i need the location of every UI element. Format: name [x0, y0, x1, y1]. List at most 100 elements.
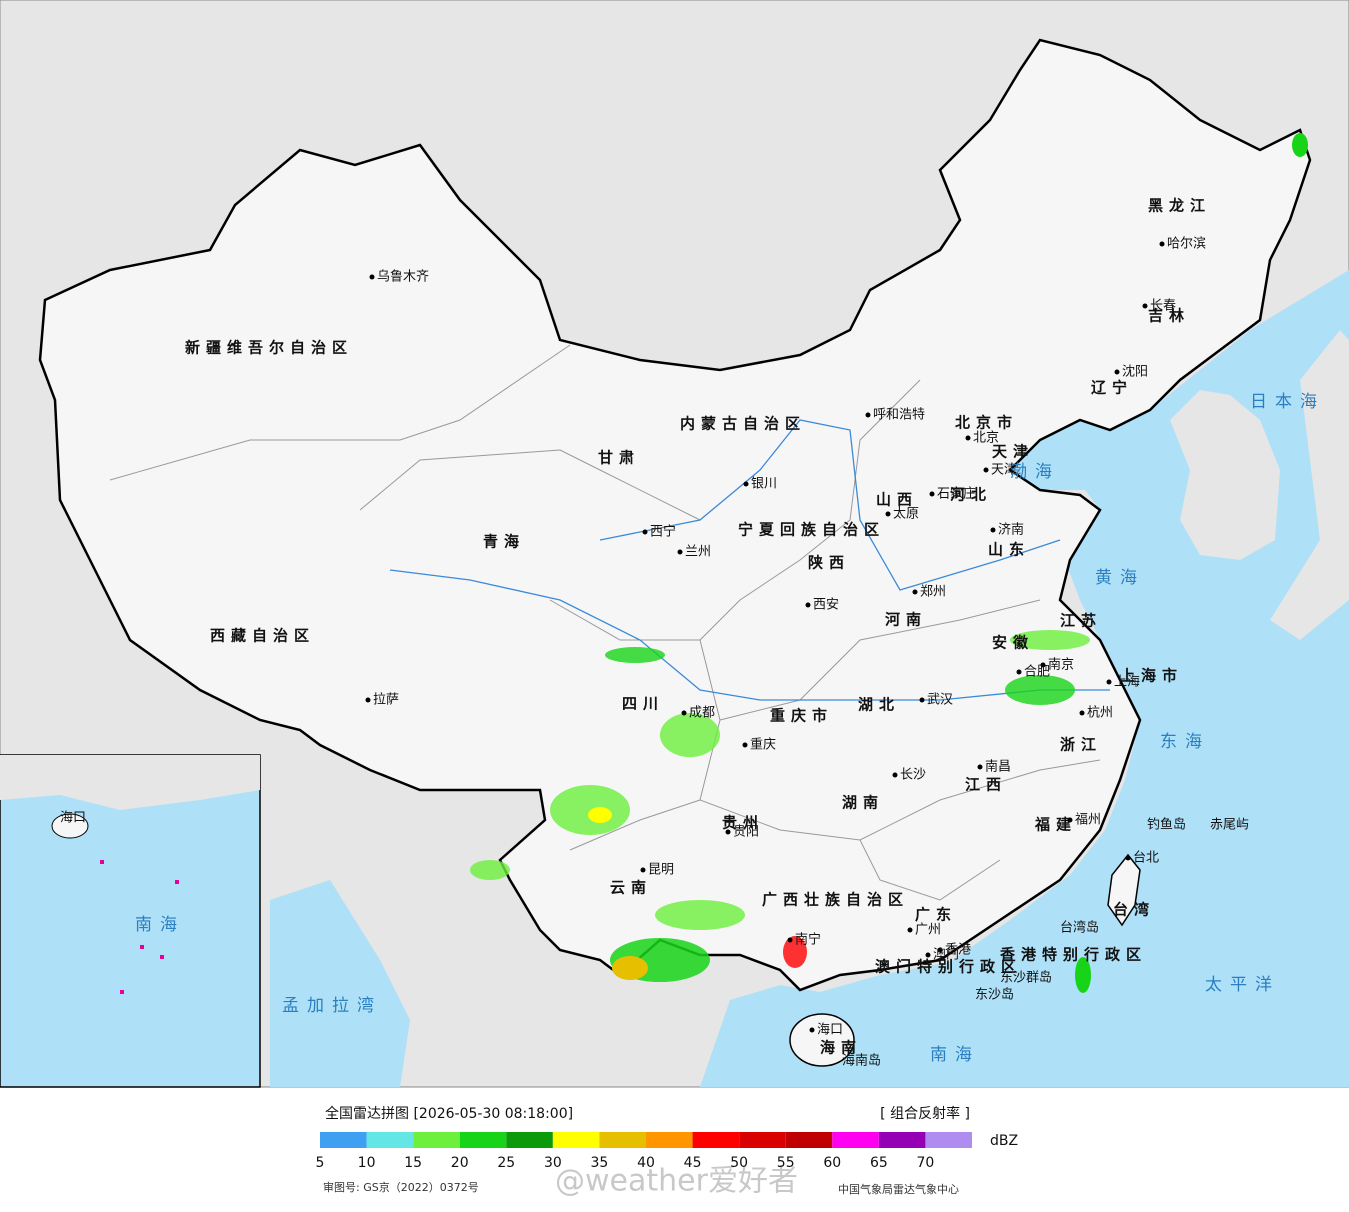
province-label: 宁夏回族自治区 — [738, 521, 885, 539]
island-label: 赤尾屿 — [1210, 818, 1249, 833]
island-label: 钓鱼岛 — [1147, 817, 1186, 833]
city-label: 海口 — [817, 1023, 843, 1038]
city-label: 昆明 — [648, 863, 674, 878]
legend-swatch — [599, 1132, 646, 1148]
city-label: 杭州 — [1087, 706, 1113, 721]
city-dot — [809, 1027, 815, 1033]
city-dot — [1079, 710, 1085, 716]
province-label: 湖北 — [858, 696, 900, 714]
province-label: 香港特别行政区 — [1000, 946, 1147, 964]
city-label: 台北 — [1133, 851, 1159, 866]
city-dot — [885, 511, 891, 517]
province-label: 上海市 — [1120, 667, 1183, 685]
city-label: 郑州 — [920, 585, 946, 600]
city-label: 西宁 — [650, 524, 676, 540]
city-dot — [892, 772, 898, 778]
province-label: 贵州 — [722, 814, 764, 832]
province-label: 重庆市 — [770, 707, 833, 725]
city-dot — [640, 867, 646, 873]
legend-title: 全国雷达拼图 [2026-05-30 08:18:00] — [325, 1105, 573, 1122]
legend-product: [ 组合反射率 ] — [880, 1105, 970, 1122]
city-label: 成都 — [689, 706, 715, 721]
province-borders — [109, 344, 1101, 901]
sea-label: 孟加拉湾 — [282, 996, 382, 1016]
legend-tick-label: 15 — [404, 1155, 422, 1171]
city-label: 广州 — [915, 923, 941, 938]
korea — [1170, 390, 1280, 560]
radar-echoes — [470, 133, 1308, 993]
city-dot — [1067, 817, 1073, 823]
city-dot — [907, 927, 913, 933]
inset — [0, 754, 261, 1088]
province-label: 内蒙古自治区 — [680, 415, 806, 433]
province-label: 广东 — [915, 906, 957, 924]
city-label: 南宁 — [795, 932, 821, 948]
city-dot — [725, 829, 731, 835]
legend-tick-label: 30 — [544, 1155, 562, 1171]
legend-swatch — [646, 1132, 693, 1148]
city-dot — [1142, 303, 1148, 309]
legend-tick-label: 55 — [777, 1155, 795, 1171]
inset-label: 南海 — [135, 915, 185, 935]
province-label: 广西壮族自治区 — [762, 891, 909, 909]
legend-tick-label: 20 — [451, 1155, 469, 1171]
legend-tick-label: 25 — [497, 1155, 515, 1171]
inset-label: 海口 — [60, 811, 86, 826]
province-label: 北京市 — [955, 414, 1018, 432]
city-label: 济南 — [998, 522, 1024, 538]
province-label: 云南 — [610, 879, 652, 897]
sea — [700, 270, 1349, 1087]
city-label: 天津 — [991, 463, 1017, 478]
city-dot — [965, 435, 971, 441]
china-land — [38, 38, 1312, 992]
city-label: 澳门 — [933, 947, 959, 963]
legend-tick-label: 70 — [917, 1155, 935, 1171]
city-label: 石家庄 — [937, 486, 976, 502]
approval-number: 审图号: GS京（2022）0372号 — [323, 1180, 479, 1194]
province-label: 辽宁 — [1091, 379, 1133, 397]
province-label: 湖南 — [842, 794, 884, 812]
legend-swatch — [459, 1132, 507, 1148]
sea-label: 南海 — [930, 1045, 980, 1065]
province-label: 安徽 — [992, 634, 1034, 652]
legend-unit: dBZ — [990, 1133, 1018, 1149]
island-label: 东沙群岛 — [1000, 970, 1052, 986]
province-label: 山东 — [988, 541, 1030, 559]
legend-tick-label: 65 — [870, 1155, 888, 1171]
city-label: 乌鲁木齐 — [377, 269, 429, 285]
sea-label: 日本海 — [1250, 392, 1325, 412]
province-label: 江苏 — [1060, 612, 1102, 630]
legend-swatch — [552, 1132, 600, 1148]
legend-swatch — [739, 1132, 786, 1148]
city-label: 长春 — [1150, 299, 1176, 314]
province-label: 福建 — [1034, 816, 1077, 834]
legend-swatch — [878, 1132, 926, 1148]
city-label: 武汉 — [927, 693, 953, 708]
province-label: 河北 — [950, 486, 992, 504]
legend-tick-label: 35 — [591, 1155, 609, 1171]
legend-swatch — [506, 1132, 553, 1148]
city-dot — [1159, 241, 1165, 247]
sea-label: 东海 — [1160, 732, 1210, 752]
city-dot — [983, 467, 989, 473]
legend-swatch — [692, 1132, 740, 1148]
city-label: 长沙 — [900, 768, 926, 783]
japan — [1270, 330, 1349, 640]
city-label: 兰州 — [685, 545, 711, 560]
city-dot — [925, 952, 931, 958]
bay — [270, 880, 410, 1087]
hainan-island — [789, 1013, 855, 1067]
province-label: 江西 — [965, 776, 1007, 794]
sea-label: 太平洋 — [1205, 975, 1280, 995]
city-label: 香港 — [945, 943, 971, 958]
city-label: 贵阳 — [733, 825, 759, 840]
city-dot — [742, 742, 748, 748]
city-label: 拉萨 — [373, 693, 399, 708]
province-label: 台湾 — [1113, 901, 1155, 919]
watermark: @weather爱好者 — [555, 1164, 798, 1199]
city-dot — [369, 274, 375, 280]
province-label: 青海 — [483, 533, 525, 551]
city-dot — [365, 697, 371, 703]
